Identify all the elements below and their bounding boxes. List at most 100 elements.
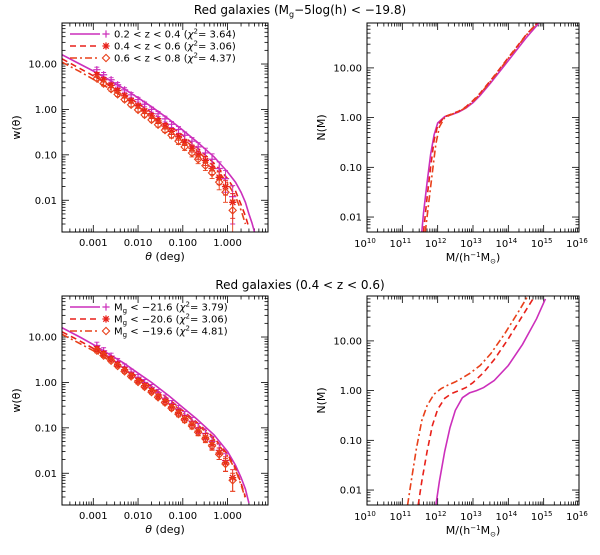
data-point [102,303,110,311]
bottom-left-y-label: w(θ) [10,388,23,412]
bottom-right-panel: 1010 1011 1012 1013 1014 1015 1016 0.01 0.10 1.00… [315,295,588,539]
y-tick-label: 0.10 [35,423,57,434]
data-point [214,450,224,459]
bottom-left-plot-area [62,326,250,504]
series-line [62,58,250,228]
data-point [133,105,143,115]
series-line [406,296,529,505]
data-point [161,115,169,123]
data-point [134,95,142,104]
legend-label: Mg < −21.6 (χ2= 3.79) [114,301,228,316]
x-tick-label: 1014 [496,510,518,523]
data-point [201,156,210,165]
x-tick-label: 1013 [460,510,482,523]
data-point [106,84,116,94]
data-point [167,130,176,140]
x-tick-label: 1012 [425,237,447,250]
x-tick-label: 1.000 [213,238,242,249]
legend-label: 0.2 < z < 0.4 (χ2= 3.64) [114,28,236,41]
bottom-right-plot-area [406,296,547,505]
data-point [207,168,217,178]
data-point [174,409,183,419]
data-point [201,149,210,157]
data-point [174,125,183,134]
data-point [120,367,129,376]
data-point [126,100,136,110]
x-tick-label: 0.001 [79,511,108,522]
bottom-left-axes-frame [61,295,269,506]
top-left-axes-frame [61,22,269,233]
series-line [435,298,547,505]
y-tick-label: 0.10 [340,436,362,447]
bottom-left-panel: Red galaxies (0.4 < z < 0.6) 0.001 0.010 0.… [10,278,385,536]
data-point [221,459,230,469]
y-tick-label: 10.00 [333,63,362,74]
data-point [181,131,189,139]
series-line [62,61,247,225]
bottom-left-x-label: θ (deg) [145,523,185,536]
top-right-x-label: M/(h−1M⊙) [446,251,500,266]
data-point [102,42,110,50]
top-left-title: Red galaxies (Mg−5log(h) < −19.8) [194,3,406,19]
data-point [113,89,123,99]
y-tick-label: 10.00 [28,333,57,344]
x-tick-label: 1011 [390,237,412,250]
error-bar [230,199,236,232]
data-point [99,351,108,360]
series-line [424,23,539,232]
y-tick-label: 10.00 [333,336,362,347]
data-point [106,356,116,366]
data-point [133,377,143,387]
data-point [102,30,110,38]
data-point [208,155,216,163]
top-right-panel: 1010 1011 1012 1013 1014 1015 1016 0.01 0.10 1.00… [315,22,588,266]
y-tick-label: 1.00 [340,113,362,124]
x-tick-label: 0.001 [79,238,108,249]
data-point [102,315,110,323]
x-tick-label: 1016 [566,510,588,523]
y-tick-label: 0.01 [340,486,362,497]
data-point [167,120,176,128]
legend-label: 0.4 < z < 0.6 (χ2= 3.06) [114,40,236,53]
data-point [215,164,223,173]
x-tick-label: 0.100 [168,511,197,522]
data-point [174,133,183,141]
x-tick-label: 1015 [531,510,553,523]
data-point [147,387,156,397]
data-point [193,427,203,437]
series-line [62,331,247,498]
y-tick-label: 1.00 [340,386,362,397]
top-left-plot-area [62,53,256,232]
data-point [228,475,238,485]
y-tick-label: 0.01 [35,469,57,480]
bottom-left-title: Red galaxies (0.4 < z < 0.6) [215,278,384,292]
legend-label: 0.6 < z < 0.8 (χ2= 4.37) [114,52,236,65]
data-point [194,143,202,151]
top-left-panel: Red galaxies (Mg−5log(h) < −19.8) 0.001 0.… [10,3,406,263]
data-point [194,151,202,159]
data-point [181,138,189,146]
data-point [193,154,203,164]
x-tick-label: 0.010 [124,511,153,522]
x-tick-label: 1013 [460,237,482,250]
series-line [62,326,250,504]
x-tick-label: 1012 [425,510,447,523]
data-point [140,110,149,120]
legend-label: Mg < −20.6 (χ2= 3.06) [114,313,228,328]
x-tick-label: 1.000 [213,511,242,522]
data-point [188,144,196,152]
y-tick-label: 0.01 [340,213,362,224]
data-point [101,53,111,63]
x-tick-label: 1015 [531,237,553,250]
data-point [167,403,176,413]
y-tick-label: 1.00 [35,378,57,389]
y-tick-label: 10.00 [28,60,57,71]
x-tick-label: 1010 [354,237,376,250]
data-point [201,434,210,444]
data-point [160,125,170,135]
y-tick-label: 0.01 [35,196,57,207]
bottom-right-y-label: N(M) [315,387,328,413]
data-point [126,372,136,381]
data-point [140,382,149,392]
